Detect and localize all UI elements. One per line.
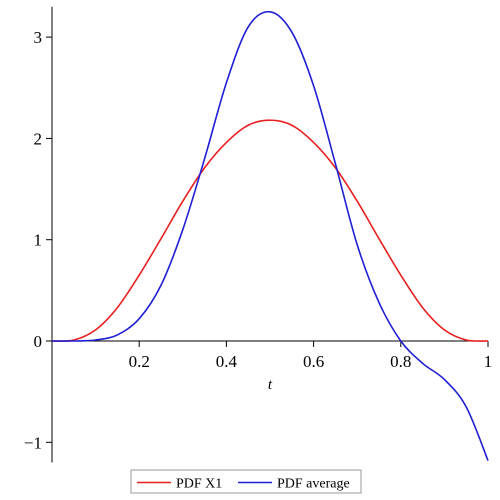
y-tick-label: 3 [34,28,43,47]
y-tick-label: 1 [34,231,43,250]
series-layer [51,10,489,461]
y-tick-label: −1 [24,433,42,452]
x-tick-label: 1 [484,352,493,371]
x-tick-label: 0.6 [303,352,324,371]
y-tick-label: 2 [34,129,43,148]
x-tick-label: 0.2 [129,352,150,371]
y-ticks: −1 0 1 2 3 [24,28,52,452]
series-line-pdf-average [51,10,489,461]
plot-area: 0.2 0.4 0.6 0.8 1 −1 0 1 2 3 t [24,6,493,463]
x-tick-label: 0.8 [390,352,411,371]
legend-label: PDF average [277,477,350,492]
legend: PDF X1 PDF average [130,469,362,494]
series-line-pdf-x1 [51,119,489,342]
legend-box [130,469,362,494]
x-axis-label: t [268,377,273,393]
x-ticks: 0.2 0.4 0.6 0.8 1 [129,341,493,371]
x-tick-label: 0.4 [216,352,238,371]
y-tick-label: 0 [34,332,43,351]
legend-label: PDF X1 [176,477,222,492]
